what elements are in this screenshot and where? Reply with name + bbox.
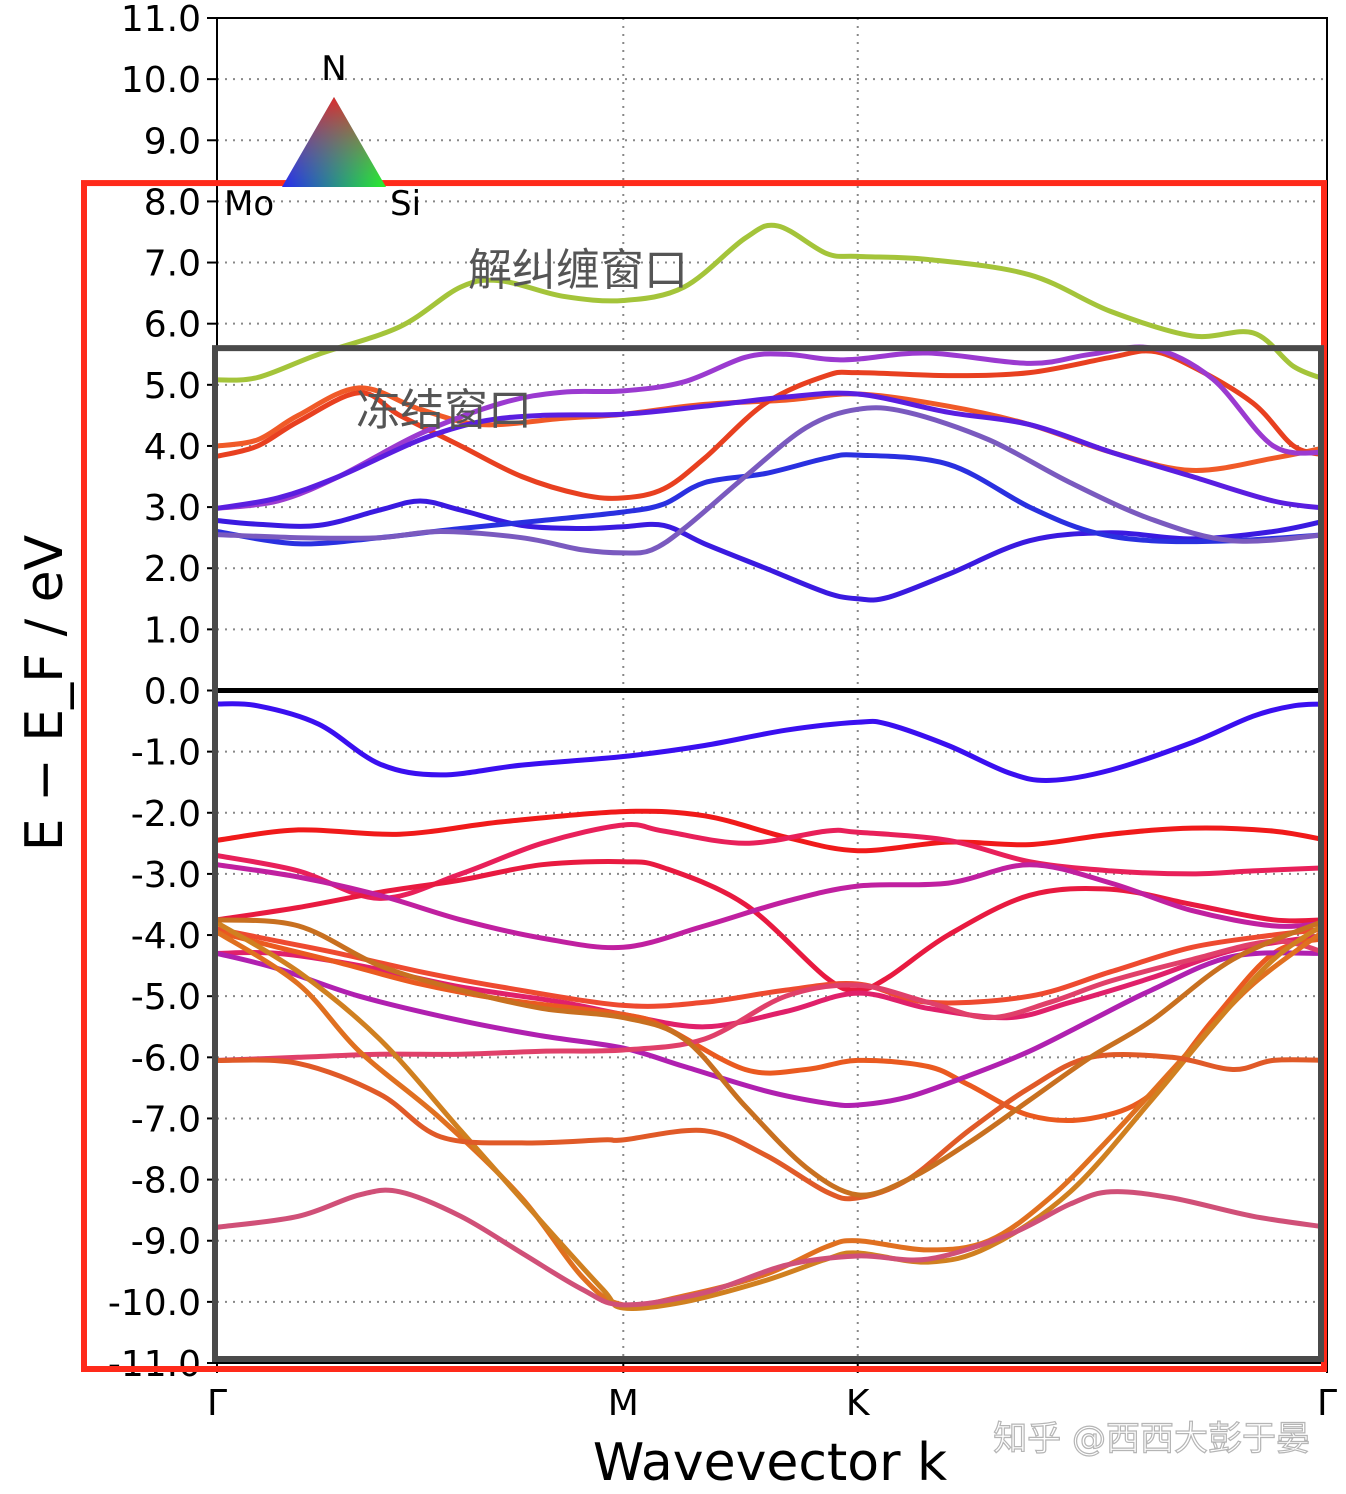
x-tick-label: M [608,1383,639,1424]
y-tick-label: 8.0 [144,182,201,223]
y-tick-label: -5.0 [131,977,201,1018]
band-5 [217,498,1327,603]
band-12 [217,862,1327,951]
disentanglement-window-label: 解纠缠窗口 [468,245,688,296]
x-axis-title: Wavevector k [593,1433,947,1493]
band-8 [217,701,1327,783]
y-tick-label: -9.0 [131,1222,201,1263]
y-axis-title: E − E_F / eV [15,534,75,851]
legend-triangle-overlay [282,97,386,187]
y-tick-label: 1.0 [144,610,201,651]
band-21 [217,917,1327,1198]
ternary-color-legend: N Mo Si [224,49,421,224]
band-22 [217,1187,1327,1308]
x-tick-label: Γ [207,1383,227,1424]
y-tick-label: -1.0 [131,733,201,774]
y-tick-label: 5.0 [144,366,201,407]
y-tick-label: 4.0 [144,427,201,468]
y-tick-label: -7.0 [131,1099,201,1140]
y-tick-label: 10.0 [121,60,201,101]
y-tick-label: -3.0 [131,855,201,896]
watermark-text: 知乎 @西西大彭于晏 [993,1419,1310,1459]
y-tick-label: 0.0 [144,672,201,713]
y-tick-label: -8.0 [131,1161,201,1202]
y-tick-label: -11.0 [108,1344,201,1385]
band-17 [217,938,1327,1063]
legend-vertex-si: Si [390,184,421,224]
band-0 [217,222,1327,383]
y-tick-label: 6.0 [144,305,201,346]
band-7 [217,405,1327,556]
band-lines [217,222,1327,1312]
band-10 [217,822,1327,901]
band-4 [217,390,1327,511]
y-tick-label: 9.0 [144,121,201,162]
band-13 [217,926,1327,1009]
y-tick-label: -10.0 [108,1283,201,1324]
legend-vertex-n: N [321,49,346,89]
energy-windows: 解纠缠窗口 冻结窗口 [81,180,1327,1372]
x-tick-label: K [846,1383,871,1424]
x-tick-label: Γ [1317,1383,1337,1424]
y-axis-ticks: 11.0 10.0 9.0 8.0 7.0 6.0 5.0 4.0 3.0 2.0 1.0 0.0 -1… [108,0,217,1385]
y-tick-label: 2.0 [144,549,201,590]
y-tick-label: 3.0 [144,488,201,529]
y-tick-label: 11.0 [121,0,201,40]
y-tick-label: 7.0 [144,244,201,285]
frozen-window-label: 冻结窗口 [356,385,532,436]
frozen-window-box [212,345,1324,1362]
band-16 [217,950,1327,1108]
y-tick-label: -6.0 [131,1038,201,1079]
y-tick-label: -4.0 [131,916,201,957]
y-tick-label: -2.0 [131,794,201,835]
band-20 [217,1052,1327,1202]
band-9 [217,808,1327,854]
legend-vertex-mo: Mo [224,184,274,224]
band-19 [217,920,1327,1312]
